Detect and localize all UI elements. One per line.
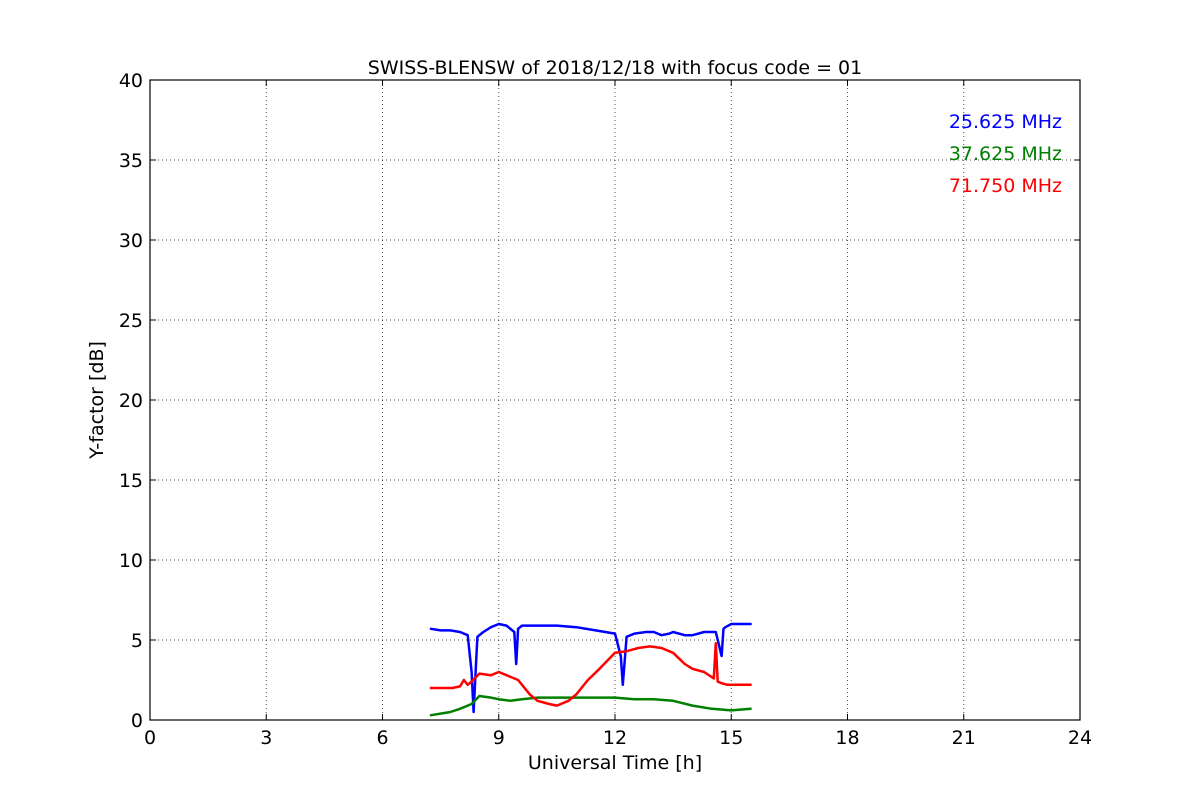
y-tick-label: 5 [131, 630, 143, 652]
legend-label-1: 25.625 MHz [949, 111, 1062, 133]
chart-title: SWISS-BLENSW of 2018/12/18 with focus co… [368, 57, 862, 79]
y-tick-label: 40 [119, 70, 143, 92]
y-tick-label: 10 [119, 550, 143, 572]
y-tick-label: 35 [119, 150, 143, 172]
x-tick-label: 15 [719, 727, 743, 749]
y-axis-title: Y-factor [dB] [86, 341, 108, 460]
y-tick-label: 30 [119, 230, 143, 252]
series-line-1 [429, 622, 752, 714]
series-layer [429, 622, 752, 717]
legend-label-2: 37.625 MHz [949, 143, 1062, 165]
x-tick-label: 24 [1068, 727, 1092, 749]
series-line-3 [429, 641, 752, 707]
series-line-2 [429, 694, 752, 717]
x-tick-label: 0 [144, 727, 156, 749]
legend-label-3: 71.750 MHz [949, 175, 1062, 197]
y-tick-label: 25 [119, 310, 143, 332]
y-tick-label: 0 [131, 710, 143, 732]
x-tick-label: 18 [835, 727, 859, 749]
ticks: 0 3 6 9 12 15 18 21 24 0 5 10 15 20 25 30 35 40 [119, 70, 1092, 749]
y-tick-label: 15 [119, 470, 143, 492]
y-tick-label: 20 [119, 390, 143, 412]
x-tick-label: 3 [260, 727, 272, 749]
x-tick-label: 21 [952, 727, 976, 749]
x-tick-label: 12 [603, 727, 627, 749]
grid [150, 80, 1080, 720]
x-tick-label: 6 [376, 727, 388, 749]
legend: 25.625 MHz 37.625 MHz 71.750 MHz [949, 111, 1062, 197]
x-tick-label: 9 [493, 727, 505, 749]
x-axis-title: Universal Time [h] [528, 752, 702, 774]
